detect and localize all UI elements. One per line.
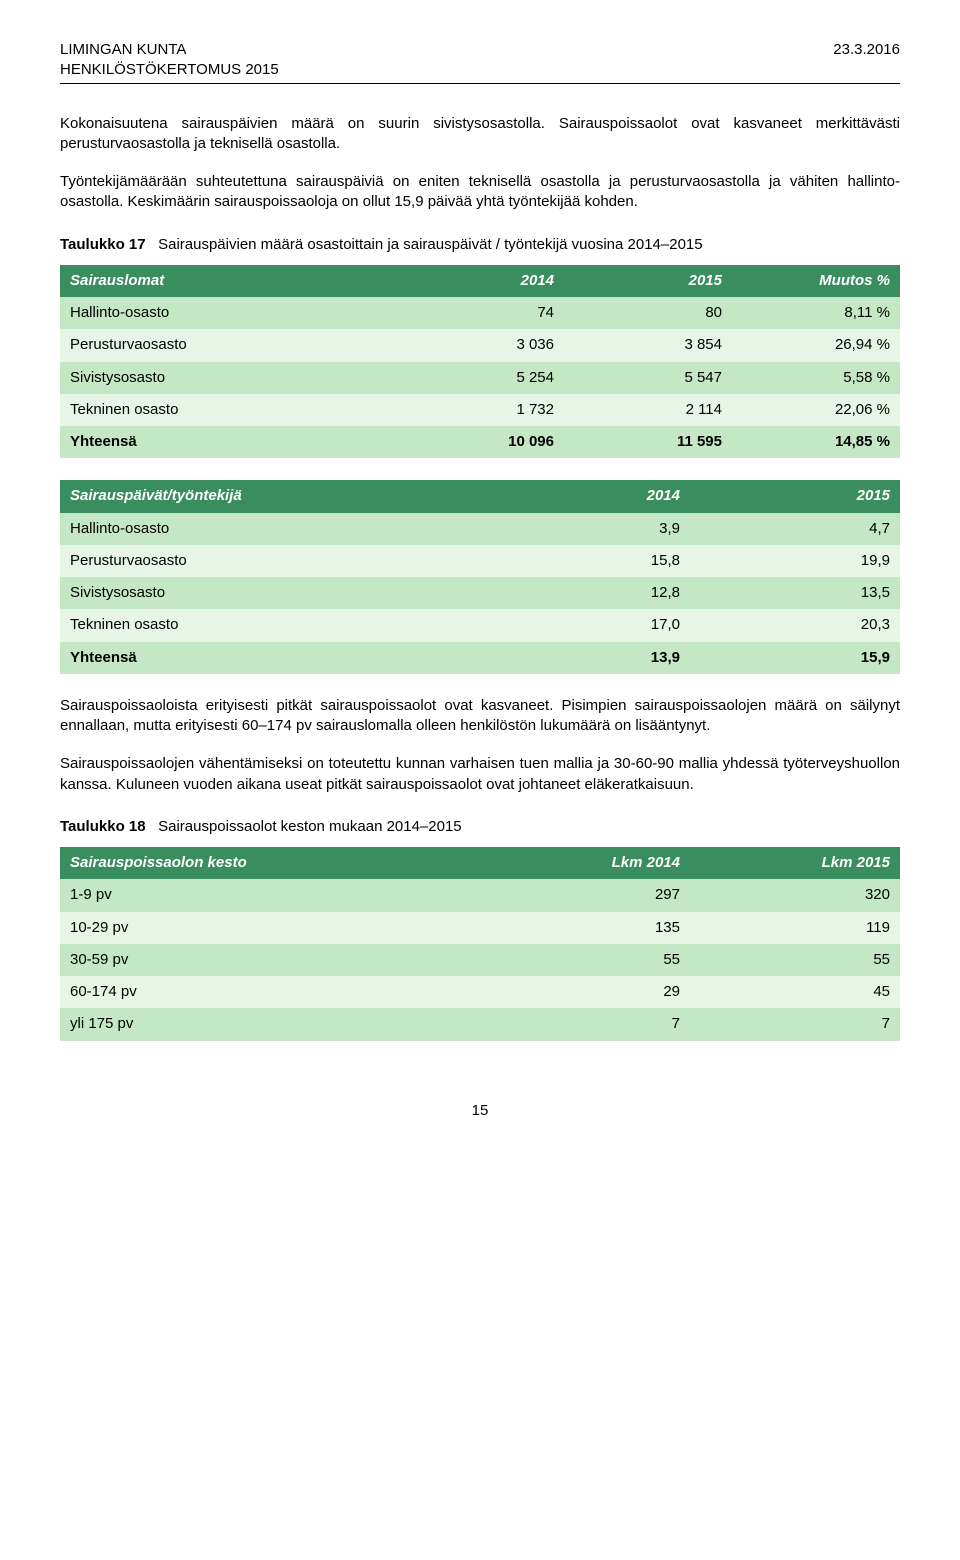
table-row: 30-59 pv5555	[60, 944, 900, 976]
table-cell: 5,58 %	[732, 362, 900, 394]
page-header: LIMINGAN KUNTA HENKILÖSTÖKERTOMUS 2015 2…	[60, 40, 900, 84]
table-header-cell: 2015	[564, 265, 732, 297]
table-cell: Hallinto-osasto	[60, 513, 480, 545]
table-row: Perusturvaosasto15,819,9	[60, 545, 900, 577]
table-cell: Tekninen osasto	[60, 394, 396, 426]
table-row: Perusturvaosasto3 0363 85426,94 %	[60, 329, 900, 361]
table-cell: 119	[690, 912, 900, 944]
table17-title-rest: Sairauspäivien määrä osastoittain ja sai…	[158, 236, 703, 253]
paragraph-2: Työntekijämäärään suhteutettuna sairausp…	[60, 172, 900, 213]
table-row: Sivistysosasto5 2545 5475,58 %	[60, 362, 900, 394]
table-total-row: Yhteensä13,915,9	[60, 642, 900, 674]
table-header-row: Sairauslomat20142015Muutos %	[60, 265, 900, 297]
table-total-cell: 15,9	[690, 642, 900, 674]
table-header-cell: Lkm 2015	[690, 847, 900, 879]
table-cell: 1-9 pv	[60, 879, 480, 911]
table-cell: Tekninen osasto	[60, 609, 480, 641]
table-row: 10-29 pv135119	[60, 912, 900, 944]
table-header-cell: 2014	[480, 480, 690, 512]
table-total-cell: 14,85 %	[732, 426, 900, 458]
table-cell: 1 732	[396, 394, 564, 426]
table-header-cell: 2014	[396, 265, 564, 297]
table-row: 1-9 pv297320	[60, 879, 900, 911]
table-cell: 55	[690, 944, 900, 976]
table-cell: 3 854	[564, 329, 732, 361]
table-row: Hallinto-osasto3,94,7	[60, 513, 900, 545]
table17-title: Taulukko 17 Sairauspäivien määrä osastoi…	[60, 235, 900, 255]
table-header-cell: Sairauslomat	[60, 265, 396, 297]
table-cell: 3,9	[480, 513, 690, 545]
table-cell: 13,5	[690, 577, 900, 609]
paragraph-3: Sairauspoissaoloista erityisesti pitkät …	[60, 696, 900, 737]
table-cell: 60-174 pv	[60, 976, 480, 1008]
table-cell: 29	[480, 976, 690, 1008]
table-header-cell: Lkm 2014	[480, 847, 690, 879]
table-header-cell: 2015	[690, 480, 900, 512]
table-cell: Sivistysosasto	[60, 577, 480, 609]
paragraph-4: Sairauspoissaolojen vähentämiseksi on to…	[60, 754, 900, 795]
table-cell: Hallinto-osasto	[60, 297, 396, 329]
table-total-cell: 11 595	[564, 426, 732, 458]
table-total-cell: 10 096	[396, 426, 564, 458]
table-total-cell: 13,9	[480, 642, 690, 674]
paragraph-1: Kokonaisuutena sairauspäivien määrä on s…	[60, 114, 900, 155]
table-cell: 17,0	[480, 609, 690, 641]
table-row: yli 175 pv77	[60, 1008, 900, 1040]
table-cell: Perusturvaosasto	[60, 545, 480, 577]
table17b: Sairauspäivät/työntekijä20142015Hallinto…	[60, 480, 900, 674]
table-header-cell: Muutos %	[732, 265, 900, 297]
header-left: LIMINGAN KUNTA HENKILÖSTÖKERTOMUS 2015	[60, 40, 279, 81]
table-header-row: Sairauspäivät/työntekijä20142015	[60, 480, 900, 512]
table-cell: 8,11 %	[732, 297, 900, 329]
table-cell: yli 175 pv	[60, 1008, 480, 1040]
table18-title-rest: Sairauspoissaolot keston mukaan 2014–201…	[158, 818, 462, 835]
table-cell: 2 114	[564, 394, 732, 426]
table18-title-bold: Taulukko 18	[60, 818, 146, 835]
table-row: 60-174 pv2945	[60, 976, 900, 1008]
table-cell: 5 254	[396, 362, 564, 394]
table-cell: 10-29 pv	[60, 912, 480, 944]
table-row: Tekninen osasto17,020,3	[60, 609, 900, 641]
table-cell: Perusturvaosasto	[60, 329, 396, 361]
table-cell: 45	[690, 976, 900, 1008]
table-row: Tekninen osasto1 7322 11422,06 %	[60, 394, 900, 426]
table-row: Sivistysosasto12,813,5	[60, 577, 900, 609]
table-cell: 7	[480, 1008, 690, 1040]
table-cell: 80	[564, 297, 732, 329]
page-number: 15	[60, 1101, 900, 1121]
table-cell: 3 036	[396, 329, 564, 361]
report-title: HENKILÖSTÖKERTOMUS 2015	[60, 60, 279, 80]
table-cell: 135	[480, 912, 690, 944]
header-date: 23.3.2016	[833, 40, 900, 81]
table-cell: 4,7	[690, 513, 900, 545]
table-cell: 15,8	[480, 545, 690, 577]
table18: Sairauspoissaolon kestoLkm 2014Lkm 20151…	[60, 847, 900, 1041]
table-cell: 7	[690, 1008, 900, 1040]
table-cell: 26,94 %	[732, 329, 900, 361]
table-cell: Sivistysosasto	[60, 362, 396, 394]
table-cell: 320	[690, 879, 900, 911]
table-total-cell: Yhteensä	[60, 642, 480, 674]
org-name: LIMINGAN KUNTA	[60, 40, 279, 60]
table-cell: 74	[396, 297, 564, 329]
table-cell: 5 547	[564, 362, 732, 394]
table-cell: 297	[480, 879, 690, 911]
table-header-cell: Sairauspoissaolon kesto	[60, 847, 480, 879]
table-cell: 19,9	[690, 545, 900, 577]
table-header-row: Sairauspoissaolon kestoLkm 2014Lkm 2015	[60, 847, 900, 879]
table17-title-bold: Taulukko 17	[60, 236, 146, 253]
table-cell: 22,06 %	[732, 394, 900, 426]
table-total-row: Yhteensä10 09611 59514,85 %	[60, 426, 900, 458]
table-cell: 30-59 pv	[60, 944, 480, 976]
table-cell: 55	[480, 944, 690, 976]
table-total-cell: Yhteensä	[60, 426, 396, 458]
table17: Sairauslomat20142015Muutos %Hallinto-osa…	[60, 265, 900, 459]
table-row: Hallinto-osasto74808,11 %	[60, 297, 900, 329]
table-cell: 20,3	[690, 609, 900, 641]
table-header-cell: Sairauspäivät/työntekijä	[60, 480, 480, 512]
table18-title: Taulukko 18 Sairauspoissaolot keston muk…	[60, 817, 900, 837]
table-cell: 12,8	[480, 577, 690, 609]
